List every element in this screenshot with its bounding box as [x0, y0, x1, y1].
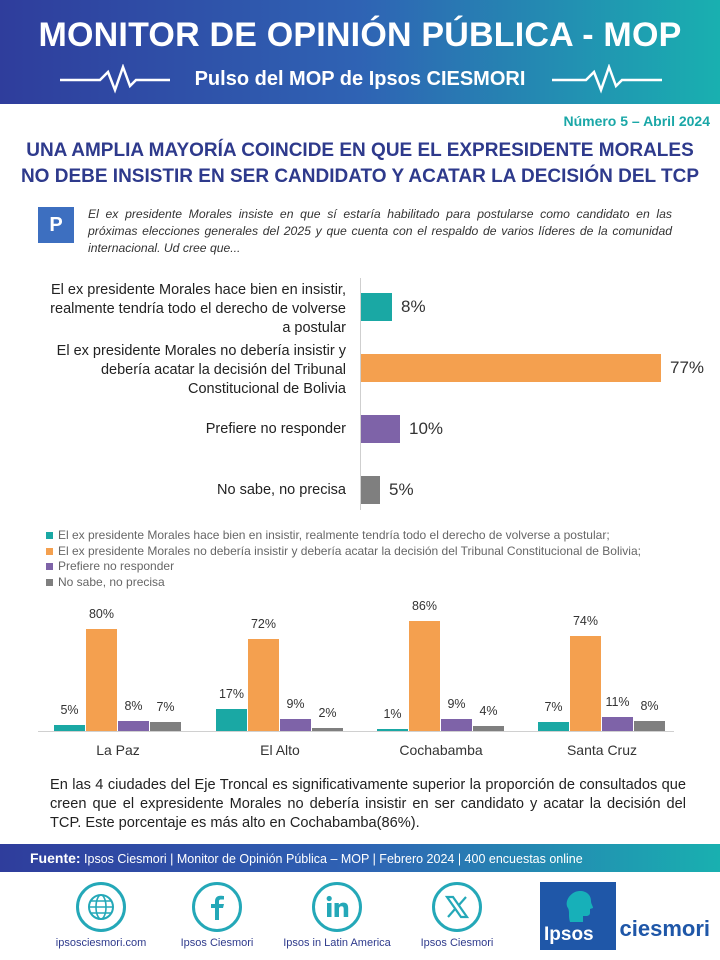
source-text: Ipsos Ciesmori | Monitor de Opinión Públ…: [80, 852, 583, 866]
bar-value-label: 5%: [60, 703, 79, 717]
legend-swatch: [46, 563, 53, 571]
headline-line-1: UNA AMPLIA MAYORÍA COINCIDE EN QUE EL EX…: [26, 140, 694, 161]
bar-value-label: 8%: [640, 699, 659, 713]
bar-value-label: 9%: [447, 697, 466, 711]
bar-value-label: 77%: [670, 358, 705, 377]
bar-label: El ex presidente Morales no debería insi…: [56, 343, 346, 397]
pulse-line-icon: [60, 64, 170, 94]
city-label: La Paz: [96, 742, 140, 758]
bar: [361, 293, 392, 321]
city-label: Cochabamba: [399, 742, 483, 758]
bar-value-label: 72%: [250, 617, 277, 631]
bar-label: El ex presidente Morales hace bien en in…: [50, 282, 346, 336]
bar-value-label: 4%: [479, 704, 498, 718]
bar: [361, 354, 661, 382]
bar-value-label: 2%: [318, 706, 337, 720]
bar-value-label: 8%: [124, 699, 143, 713]
bar: [54, 725, 85, 731]
legend-item: El ex presidente Morales no debería insi…: [46, 544, 641, 560]
logo-text-ciesmori: ciesmori: [619, 916, 711, 941]
facebook-icon: [192, 882, 242, 932]
legend-item: Prefiere no responder: [46, 559, 641, 575]
website-link[interactable]: ipsosciesmori.com: [36, 882, 166, 949]
profile-head-icon: [566, 891, 593, 922]
question-badge: P: [38, 207, 74, 243]
legend-item: No sabe, no precisa: [46, 575, 641, 591]
bar-value-label: 1%: [383, 707, 402, 721]
bar: [409, 621, 440, 731]
pulse-line-icon: [552, 64, 662, 94]
globe-icon: [76, 882, 126, 932]
issue-number: Número 5 – Abril 2024: [563, 113, 710, 129]
chart-axis: [360, 278, 361, 510]
bar: [602, 717, 633, 731]
link-label: Ipsos Ciesmori: [420, 937, 494, 949]
bar: [216, 709, 247, 731]
bar-value-label: 8%: [401, 297, 426, 316]
bar: [538, 722, 569, 731]
bar-value-label: 86%: [411, 599, 438, 613]
legend-label: El ex presidente Morales hace bien en in…: [58, 528, 610, 542]
bar: [377, 729, 408, 731]
bar: [634, 721, 665, 731]
logo-text-ipsos: Ipsos: [544, 924, 594, 945]
page-subtitle: Pulso del MOP de Ipsos CIESMORI: [194, 68, 526, 90]
facebook-link[interactable]: Ipsos Ciesmori: [152, 882, 282, 949]
link-label: Ipsos Ciesmori: [180, 937, 254, 949]
bar: [248, 639, 279, 731]
linkedin-link[interactable]: Ipsos in Latin America: [272, 882, 402, 949]
bar: [361, 476, 380, 504]
bar-label: Prefiere no responder: [205, 421, 346, 437]
bar: [361, 415, 400, 443]
ipsos-ciesmori-logo: Ipsos ciesmori: [540, 882, 710, 950]
source-bar: Fuente: Ipsos Ciesmori | Monitor de Opin…: [0, 844, 720, 872]
page-title: MONITOR DE OPINIÓN PÚBLICA - MOP: [38, 16, 682, 54]
legend-label: Prefiere no responder: [58, 559, 175, 573]
bar-value-label: 80%: [88, 607, 115, 621]
bar-label: No sabe, no precisa: [217, 482, 346, 498]
bar: [280, 719, 311, 731]
bar-value-label: 10%: [409, 419, 444, 438]
bar: [473, 726, 504, 731]
headline: UNA AMPLIA MAYORÍA COINCIDE EN QUE EL EX…: [0, 138, 720, 190]
legend-label: El ex presidente Morales no debería insi…: [58, 543, 641, 558]
bar: [118, 721, 149, 731]
chart-legend: El ex presidente Morales hace bien en in…: [46, 528, 641, 590]
question-text: El ex presidente Morales insiste en que …: [88, 207, 672, 255]
bar-value-label: 17%: [218, 687, 245, 701]
legend-swatch: [46, 532, 53, 540]
bar-value-label: 7%: [156, 700, 175, 714]
legend-swatch: [46, 578, 53, 586]
x-icon: [432, 882, 482, 932]
bar: [441, 719, 472, 731]
linkedin-icon: [312, 882, 362, 932]
header-banner: MONITOR DE OPINIÓN PÚBLICA - MOP Pulso d…: [0, 0, 720, 104]
conclusion-text: En las 4 ciudades del Eje Troncal es sig…: [50, 777, 686, 831]
bar: [150, 722, 181, 731]
legend-swatch: [46, 547, 53, 555]
bar-value-label: 11%: [605, 695, 630, 709]
city-label: El Alto: [260, 742, 300, 758]
link-label: ipsosciesmori.com: [55, 937, 147, 949]
x-link[interactable]: Ipsos Ciesmori: [392, 882, 522, 949]
bar: [312, 728, 343, 731]
legend-item: El ex presidente Morales hace bien en in…: [46, 528, 641, 544]
bar: [570, 636, 601, 731]
bar-value-label: 7%: [544, 700, 563, 714]
city-label: Santa Cruz: [566, 742, 638, 758]
source-label: Fuente:: [30, 850, 81, 866]
bar-value-label: 74%: [572, 614, 599, 628]
chart-axis: [38, 731, 674, 732]
headline-line-2: NO DEBE INSISTIR EN SER CANDIDATO Y ACAT…: [20, 166, 700, 187]
link-label: Ipsos in Latin America: [283, 937, 391, 949]
legend-label: No sabe, no precisa: [58, 574, 165, 589]
bar: [86, 629, 117, 731]
logo-box: Ipsos: [540, 882, 616, 950]
bar-value-label: 5%: [389, 480, 414, 499]
bar-value-label: 9%: [286, 697, 305, 711]
